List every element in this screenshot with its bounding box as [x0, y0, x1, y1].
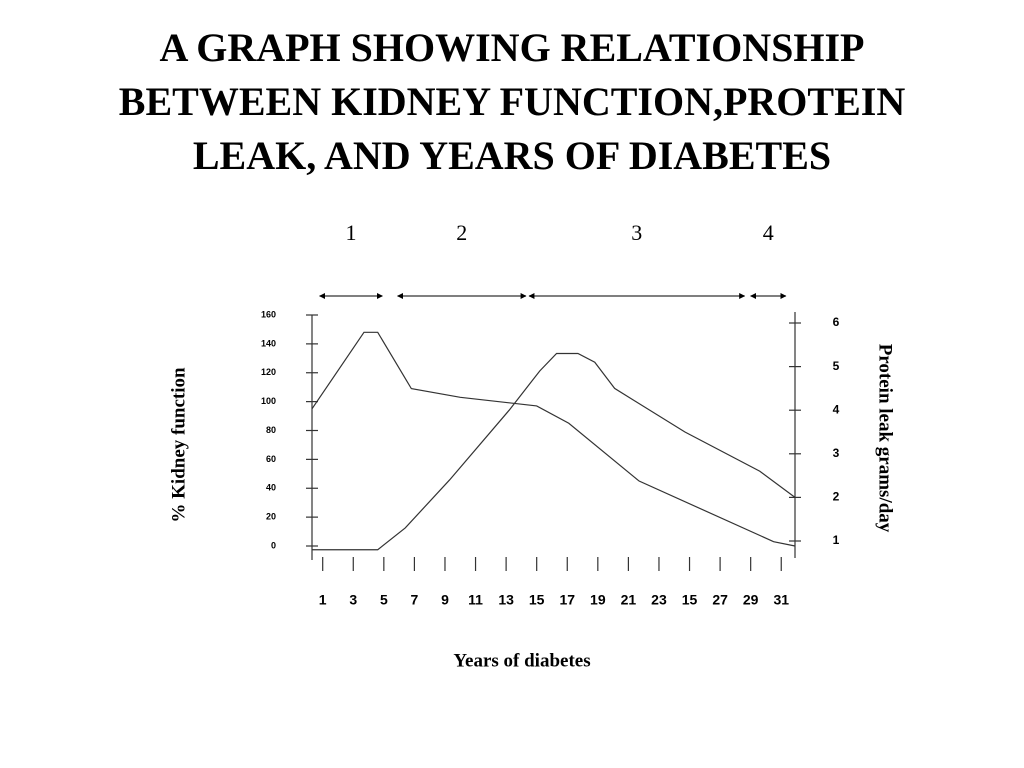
x-tick-label: 31 — [773, 592, 789, 608]
chart-title: A GRAPH SHOWING RELATIONSHIP — [160, 25, 865, 70]
y2-tick-label: 5 — [833, 359, 840, 373]
x-axis-label: Years of diabetes — [453, 650, 590, 671]
y-axis-label: % Kidney function — [168, 367, 189, 523]
x-tick-label: 13 — [498, 592, 514, 608]
x-tick-label: 11 — [468, 592, 483, 608]
y2-tick-label: 6 — [833, 315, 840, 329]
y-tick-label: 100 — [261, 396, 276, 406]
phase-label: 1 — [345, 220, 356, 245]
phase-label: 3 — [631, 220, 642, 245]
y-tick-label: 160 — [261, 309, 276, 319]
x-tick-label: 3 — [349, 592, 357, 608]
phase-label: 4 — [763, 220, 774, 245]
x-tick-label: 15 — [682, 592, 698, 608]
data-line — [312, 352, 796, 551]
y-tick-label: 80 — [266, 425, 276, 435]
y2-tick-label: 4 — [833, 402, 840, 416]
y2-axis-label: Protein leak grams/day — [875, 344, 896, 533]
y-tick-label: 40 — [266, 483, 276, 493]
x-tick-label: 15 — [529, 592, 545, 608]
x-tick-label: 7 — [411, 592, 419, 608]
data-line — [311, 331, 796, 547]
y-tick-label: 120 — [261, 367, 276, 377]
x-tick-label: 19 — [590, 592, 606, 608]
x-tick-label: 5 — [380, 592, 388, 608]
y-tick-label: 20 — [266, 512, 276, 522]
x-tick-label: 9 — [441, 592, 449, 608]
phase-label: 2 — [456, 220, 467, 245]
y-tick-label: 140 — [261, 338, 276, 348]
x-tick-label: 29 — [743, 592, 759, 608]
x-tick-label: 27 — [712, 592, 728, 608]
y2-tick-label: 1 — [833, 533, 840, 547]
chart-title: LEAK, AND YEARS OF DIABETES — [193, 133, 831, 178]
x-tick-label: 21 — [621, 592, 637, 608]
chart-title: BETWEEN KIDNEY FUNCTION,PROTEIN — [119, 79, 906, 124]
y-tick-label: 60 — [266, 454, 276, 464]
x-tick-label: 23 — [651, 592, 667, 608]
x-tick-label: 1 — [319, 592, 327, 608]
y-tick-label: 0 — [271, 540, 276, 550]
y2-tick-label: 2 — [833, 490, 840, 504]
y2-tick-label: 3 — [833, 446, 840, 460]
x-tick-label: 17 — [559, 592, 575, 608]
